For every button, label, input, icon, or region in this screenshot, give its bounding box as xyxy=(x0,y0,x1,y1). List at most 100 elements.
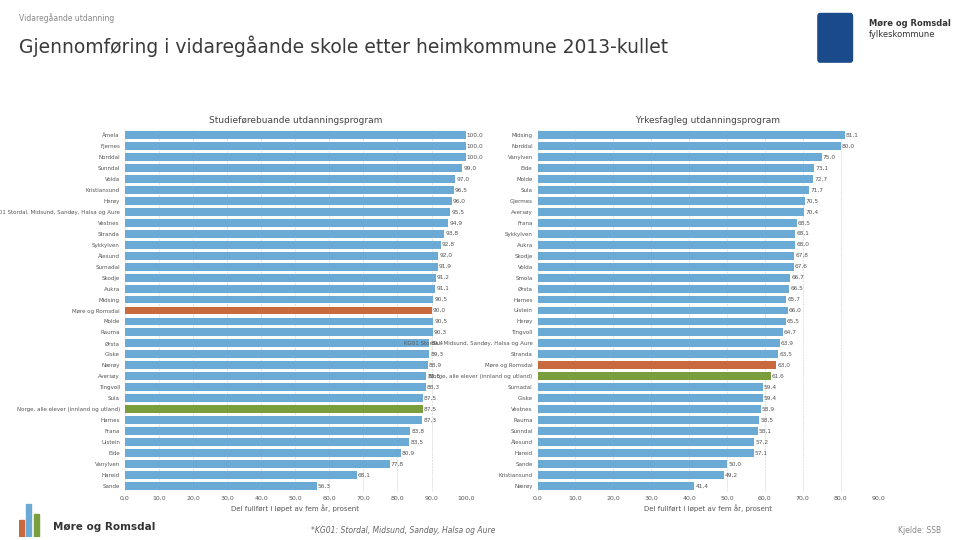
Text: 90,5: 90,5 xyxy=(434,319,447,324)
Text: 90,0: 90,0 xyxy=(433,308,445,313)
Text: 65,5: 65,5 xyxy=(787,319,800,324)
Bar xyxy=(538,394,762,402)
Bar xyxy=(125,186,454,194)
Text: 80,0: 80,0 xyxy=(842,144,854,149)
Bar xyxy=(538,383,762,391)
Text: 83,8: 83,8 xyxy=(412,429,424,434)
Bar xyxy=(125,230,444,238)
Text: Gjennomføring i vidaregåande skole etter heimkommune 2013-kullet: Gjennomføring i vidaregåande skole etter… xyxy=(19,35,668,57)
Text: 77,8: 77,8 xyxy=(391,462,404,467)
Bar xyxy=(125,153,466,161)
Text: 64,7: 64,7 xyxy=(783,330,797,335)
Bar xyxy=(125,460,390,468)
Bar xyxy=(125,361,428,369)
Text: 68,1: 68,1 xyxy=(358,472,371,477)
Bar xyxy=(538,230,796,238)
Bar xyxy=(538,241,795,248)
Bar xyxy=(538,175,813,183)
Bar xyxy=(125,328,433,336)
Text: 68,5: 68,5 xyxy=(798,220,811,225)
Text: 61,6: 61,6 xyxy=(772,374,784,379)
Bar xyxy=(538,274,790,281)
Bar xyxy=(125,427,410,435)
Text: 63,5: 63,5 xyxy=(780,352,792,357)
Text: 90,5: 90,5 xyxy=(434,297,447,302)
Text: 68,0: 68,0 xyxy=(796,242,809,247)
Text: 65,7: 65,7 xyxy=(787,297,801,302)
Bar xyxy=(125,449,400,457)
Text: 83,5: 83,5 xyxy=(410,440,423,444)
Bar xyxy=(125,274,436,281)
Bar xyxy=(125,416,422,424)
Text: 58,9: 58,9 xyxy=(762,407,775,411)
Bar xyxy=(538,471,724,479)
Bar xyxy=(125,164,462,172)
Text: 58,5: 58,5 xyxy=(760,417,774,423)
Bar xyxy=(125,482,317,490)
Text: Møre og Romsdal: Møre og Romsdal xyxy=(869,19,950,28)
Text: 87,5: 87,5 xyxy=(424,396,437,401)
FancyBboxPatch shape xyxy=(818,14,852,62)
Text: 100,0: 100,0 xyxy=(467,144,484,149)
Bar xyxy=(538,438,755,446)
Bar xyxy=(538,460,727,468)
Bar xyxy=(125,383,425,391)
Text: 97,0: 97,0 xyxy=(456,177,469,181)
Bar xyxy=(538,449,754,457)
Text: 66,5: 66,5 xyxy=(790,286,804,291)
Bar xyxy=(538,350,778,359)
Text: 95,5: 95,5 xyxy=(451,210,465,214)
Text: 89,4: 89,4 xyxy=(430,341,444,346)
Bar xyxy=(125,295,433,303)
Text: 41,4: 41,4 xyxy=(695,483,708,488)
Bar xyxy=(125,471,357,479)
Text: 87,3: 87,3 xyxy=(423,417,437,423)
Text: 91,1: 91,1 xyxy=(436,286,449,291)
Text: 57,2: 57,2 xyxy=(756,440,768,444)
Text: Vidaregåande utdanning: Vidaregåande utdanning xyxy=(19,14,114,23)
Bar xyxy=(125,262,438,271)
Text: 91,9: 91,9 xyxy=(439,264,452,269)
Text: 96,5: 96,5 xyxy=(455,187,468,192)
Text: 70,5: 70,5 xyxy=(805,198,819,204)
Bar xyxy=(538,328,782,336)
Text: 100,0: 100,0 xyxy=(467,154,484,159)
Text: 88,5: 88,5 xyxy=(427,374,441,379)
Bar xyxy=(125,142,466,150)
Text: 59,4: 59,4 xyxy=(763,396,777,401)
Bar xyxy=(538,208,804,216)
Bar xyxy=(538,307,787,314)
Bar xyxy=(125,394,423,402)
Text: 63,0: 63,0 xyxy=(778,363,790,368)
Text: 81,1: 81,1 xyxy=(846,133,858,138)
Text: 91,2: 91,2 xyxy=(437,275,449,280)
Text: 49,2: 49,2 xyxy=(725,472,738,477)
Bar xyxy=(538,153,822,161)
Text: *KG01: Stordal, Midsund, Sandøy, Halsa og Aure: *KG01: Stordal, Midsund, Sandøy, Halsa o… xyxy=(311,526,495,535)
Text: 66,0: 66,0 xyxy=(789,308,802,313)
Bar xyxy=(538,262,794,271)
Text: Kjelde: SSB: Kjelde: SSB xyxy=(898,526,941,535)
Text: 67,6: 67,6 xyxy=(795,264,807,269)
Text: 72,7: 72,7 xyxy=(814,177,828,181)
Text: 68,1: 68,1 xyxy=(797,231,809,237)
Bar xyxy=(125,131,466,139)
Bar xyxy=(125,241,441,248)
Bar xyxy=(538,219,797,227)
Text: 56,3: 56,3 xyxy=(318,483,330,488)
Bar xyxy=(34,514,38,537)
Bar xyxy=(538,252,794,260)
Text: 63,9: 63,9 xyxy=(780,341,794,346)
Text: 75,0: 75,0 xyxy=(823,154,836,159)
Bar xyxy=(19,521,24,537)
Bar xyxy=(538,186,809,194)
Text: 94,9: 94,9 xyxy=(449,220,463,225)
Bar xyxy=(538,405,760,413)
Text: 70,4: 70,4 xyxy=(805,210,819,214)
Bar xyxy=(125,285,435,293)
X-axis label: Del fullført i løpet av fem år, prosent: Del fullført i løpet av fem år, prosent xyxy=(644,504,772,512)
Text: 88,3: 88,3 xyxy=(427,384,440,390)
Text: Møre og Romsdal: Møre og Romsdal xyxy=(53,522,156,531)
Text: 67,8: 67,8 xyxy=(796,253,808,258)
Text: 57,1: 57,1 xyxy=(755,450,768,456)
